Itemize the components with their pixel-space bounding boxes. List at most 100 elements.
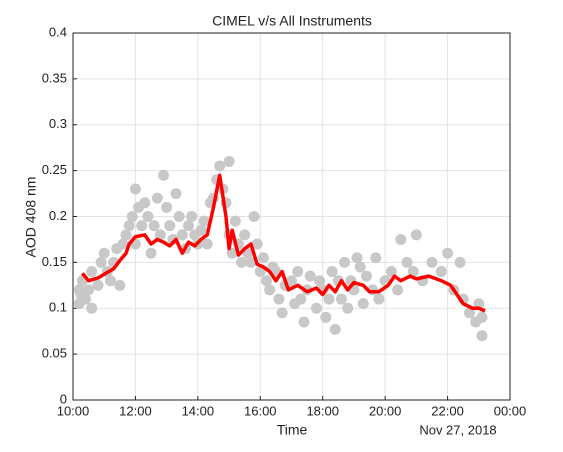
scatter-point <box>176 229 188 241</box>
scatter-point <box>370 252 382 264</box>
x-axis-label: Time <box>277 422 308 438</box>
scatter-point <box>83 284 95 296</box>
y-tick-label: 0.2 <box>49 208 67 223</box>
scatter-point <box>273 293 285 305</box>
scatter-point <box>476 311 488 323</box>
x-tick-label: 10:00 <box>57 403 90 418</box>
scatter-point <box>395 233 407 245</box>
date-annotation: Nov 27, 2018 <box>419 422 496 437</box>
y-tick-label: 0.3 <box>49 116 67 131</box>
y-tick-label: 0 <box>60 391 67 406</box>
scatter-point <box>151 192 163 204</box>
scatter-point <box>351 252 363 264</box>
x-tick-label: 00:00 <box>494 403 527 418</box>
scatter-point <box>410 229 422 241</box>
scatter-point <box>248 211 260 222</box>
scatter-point <box>186 211 198 222</box>
scatter-point <box>182 220 194 232</box>
scatter-point <box>329 323 341 335</box>
scatter-point <box>229 215 241 227</box>
y-tick-label: 0.05 <box>42 346 67 361</box>
scatter-point <box>392 284 404 296</box>
y-tick-label: 0.35 <box>42 70 67 85</box>
y-tick-label: 0.15 <box>42 254 67 269</box>
chart-title: CIMEL v/s All Instruments <box>212 13 372 29</box>
scatter-point <box>214 160 226 172</box>
scatter-point <box>292 266 304 278</box>
scatter-point <box>142 211 154 222</box>
scatter-point <box>145 247 157 259</box>
scatter-point <box>373 293 385 305</box>
scatter-point <box>223 155 235 167</box>
scatter-point <box>360 270 372 282</box>
red-line <box>81 173 486 313</box>
scatter-point <box>335 293 347 305</box>
scatter-point <box>354 261 366 273</box>
scatter-point <box>173 211 185 222</box>
y-tick-label: 0.25 <box>42 162 67 177</box>
scatter-point <box>245 256 257 268</box>
scatter-point <box>239 229 251 241</box>
x-tick-label: 16:00 <box>244 403 277 418</box>
scatter-point <box>401 256 413 268</box>
scatter-point <box>92 279 104 291</box>
scatter-point <box>463 307 475 319</box>
scatter-point <box>158 169 170 181</box>
scatter-point <box>257 252 269 264</box>
scatter-point <box>298 316 310 328</box>
scatter-point <box>195 224 207 236</box>
scatter-point <box>129 183 141 195</box>
scatter-point <box>320 311 332 323</box>
scatter-point <box>86 266 98 278</box>
scatter-point <box>164 220 176 232</box>
scatter-point <box>123 220 135 232</box>
scatter-point <box>148 220 160 232</box>
scatter-point <box>104 275 116 287</box>
scatter-point <box>120 229 132 241</box>
scatter-point <box>326 266 338 278</box>
scatter-point <box>426 256 438 268</box>
x-tick-label: 12:00 <box>119 403 152 418</box>
x-tick-label: 14:00 <box>182 403 215 418</box>
y-axis-label: AOD 408 nm <box>23 177 39 258</box>
scatter-point <box>310 302 322 314</box>
scatter-point <box>201 238 213 250</box>
scatter-point <box>454 256 466 268</box>
scatter-point <box>98 247 110 259</box>
scatter-point <box>95 256 107 268</box>
scatter-point <box>295 293 307 305</box>
scatter-point <box>435 266 447 278</box>
scatter-point <box>286 275 297 287</box>
scatter-point <box>385 266 397 278</box>
scatter-point <box>276 307 288 319</box>
scatter-point <box>342 302 354 314</box>
x-tick-label: 22:00 <box>431 403 464 418</box>
scatter-point <box>261 275 273 287</box>
scatter-point <box>79 293 91 305</box>
scatter-point <box>86 302 98 314</box>
y-tick-label: 0.1 <box>49 300 67 315</box>
scatter-point <box>114 279 126 291</box>
scatter-point <box>139 197 151 209</box>
scatter-point <box>407 266 419 278</box>
scatter-point <box>476 330 488 342</box>
scatter-point <box>264 284 276 296</box>
scatter-point <box>339 256 351 268</box>
scatter-point <box>154 229 166 241</box>
scatter-point <box>473 298 485 310</box>
scatter-point <box>170 188 182 200</box>
scatter-point <box>126 211 138 222</box>
plot-frame <box>72 32 511 401</box>
x-tick-label: 18:00 <box>306 403 339 418</box>
scatter-point <box>251 238 263 250</box>
scatter-point <box>161 201 173 213</box>
scatter-point <box>314 275 326 287</box>
scatter-point <box>198 215 210 227</box>
scatter-point <box>304 270 316 282</box>
scatter-point <box>136 220 148 232</box>
scatter-point <box>357 298 369 310</box>
scatter-point <box>236 256 248 268</box>
y-tick-label: 0.4 <box>49 24 67 39</box>
scatter-point <box>117 238 129 250</box>
